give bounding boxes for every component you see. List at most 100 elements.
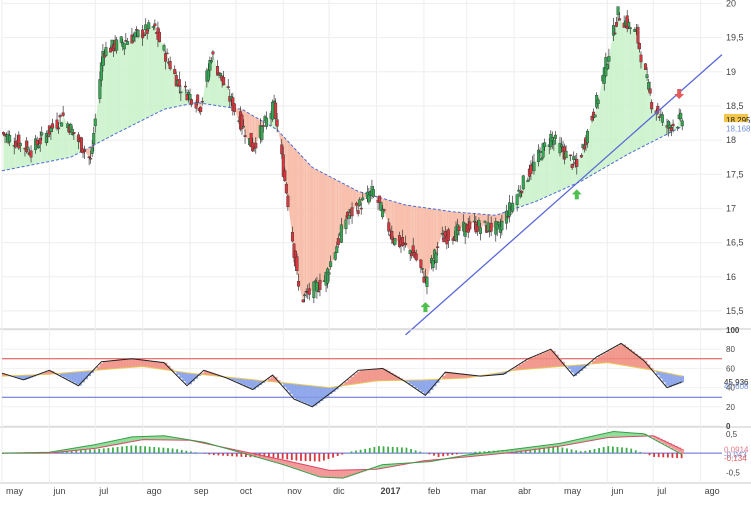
macd-histogram-bar	[208, 453, 210, 454]
ma-fill-segment	[624, 23, 626, 156]
candle-body	[115, 40, 118, 51]
macd-histogram-bar	[163, 448, 165, 453]
ma-fill-segment	[213, 53, 218, 106]
osc-fill-segment	[124, 360, 127, 368]
osc-fill-segment	[617, 346, 620, 364]
macd-histogram-bar	[300, 453, 302, 461]
candle-body	[391, 231, 394, 239]
osc-fill-segment	[369, 369, 372, 381]
candle-body	[355, 203, 358, 205]
candle-body	[141, 30, 144, 38]
macd-histogram-bar	[240, 453, 242, 457]
osc-fill-segment	[75, 372, 78, 384]
candle-body	[378, 196, 381, 203]
macd-histogram-bar	[277, 453, 279, 458]
month-tick-label: abr	[518, 486, 531, 496]
macd-fill-segment	[610, 432, 613, 437]
candle-body	[244, 135, 247, 136]
candle-body	[638, 43, 641, 49]
candle-body	[360, 208, 363, 209]
macd-histogram-bar	[351, 452, 353, 454]
ma-fill-segment	[566, 154, 571, 187]
candle-body	[164, 53, 167, 61]
macd-histogram-bar	[360, 450, 362, 453]
macd-histogram-bar	[185, 451, 187, 453]
osc-fill-segment	[314, 386, 317, 406]
candle-body	[190, 99, 193, 104]
osc-fill-segment	[601, 354, 604, 363]
macd-histogram-bar	[456, 453, 458, 454]
candle-body	[207, 70, 210, 81]
macd-histogram-bar	[396, 447, 398, 453]
candle-body	[212, 52, 215, 54]
macd-histogram-bar	[135, 446, 137, 453]
ma-fill-segment	[111, 44, 113, 137]
osc-fill-segment	[112, 361, 115, 369]
osc-fill-segment	[155, 362, 158, 369]
candle-body	[319, 280, 322, 290]
ma-fill-segment	[393, 201, 395, 241]
candle-body	[572, 157, 575, 160]
macd-histogram-bar	[355, 451, 357, 453]
macd-histogram-bar	[176, 449, 178, 453]
macd-histogram-bar	[107, 448, 109, 453]
candle-body	[195, 104, 198, 108]
macd-fill-segment	[338, 470, 341, 478]
candle-body	[517, 190, 520, 191]
candle-body	[669, 125, 672, 127]
candle-body	[326, 269, 329, 283]
candle-body	[154, 24, 157, 26]
candle-body	[329, 262, 332, 267]
macd-histogram-bar	[126, 446, 128, 453]
candle-body	[166, 53, 169, 54]
candle-body	[372, 189, 375, 196]
macd-histogram-bar	[373, 447, 375, 453]
macd-histogram-bar	[658, 453, 660, 457]
macd-fill-segment	[149, 436, 152, 439]
macd-histogram-bar	[103, 448, 105, 453]
macd-histogram-bar	[589, 450, 591, 453]
osc-fill-segment	[448, 373, 451, 379]
macd-histogram-bar	[387, 447, 389, 453]
candle-body	[40, 133, 43, 136]
macd-fill-segment	[311, 466, 314, 474]
candle-body	[30, 151, 33, 157]
ma-fill-segment	[308, 163, 310, 293]
candle-body	[594, 115, 597, 117]
candle-body	[441, 233, 444, 234]
candle-body	[516, 195, 519, 205]
macd-histogram-bar	[419, 452, 421, 453]
candle-body	[670, 127, 673, 130]
ma-fill-segment	[149, 26, 154, 117]
candle-body	[126, 41, 129, 44]
candle-body	[37, 146, 40, 148]
candle-body	[210, 61, 213, 62]
candle-body	[468, 222, 471, 229]
price-tick-label: 20	[726, 0, 736, 8]
candle-body	[647, 82, 650, 89]
candle-body	[618, 19, 621, 21]
candle-body	[412, 246, 415, 253]
candle-body	[39, 138, 42, 144]
ma-fill-segment	[299, 153, 304, 301]
ma-fill-segment	[318, 171, 320, 292]
macd-histogram-bar	[672, 453, 674, 458]
ma-fill-segment	[626, 22, 628, 155]
candle-body	[328, 273, 331, 275]
macd-histogram-bar	[653, 453, 655, 457]
macd-fill-segment	[335, 470, 338, 477]
macd-fill-segment	[607, 433, 610, 438]
ma-fill-segment	[320, 171, 325, 285]
candle-body	[316, 282, 319, 291]
candle-body	[580, 155, 583, 157]
macd-histogram-bar	[392, 447, 394, 453]
macd-histogram-bar	[218, 453, 220, 455]
month-tick-label: ago	[705, 486, 720, 496]
osc-fill-segment	[115, 360, 118, 368]
osc-fill-segment	[296, 384, 299, 400]
month-tick-label: mar	[471, 486, 487, 496]
macd-histogram-bar	[305, 453, 307, 461]
candle-body	[233, 104, 236, 112]
ma-fill-segment	[296, 149, 298, 263]
osc-fill-segment	[66, 373, 69, 379]
